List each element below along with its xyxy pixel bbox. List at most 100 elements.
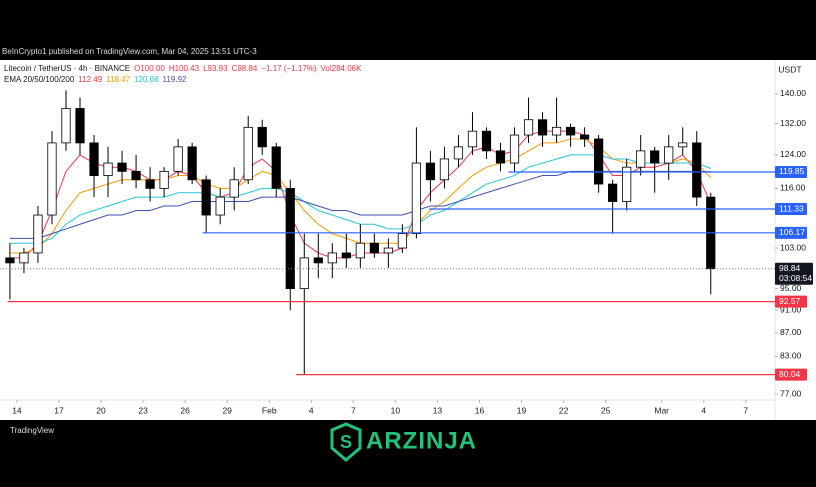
- y-tick-label: 91.00: [780, 304, 802, 314]
- candle-body: [299, 257, 309, 290]
- candle-body: [103, 162, 113, 176]
- candle-body: [215, 196, 225, 216]
- ohlc-value: −1.17 (−1.17%): [261, 64, 317, 73]
- candle-body: [467, 130, 478, 148]
- x-tick-label: 17: [54, 405, 64, 415]
- candle-body: [271, 146, 281, 189]
- candle-body: [622, 166, 632, 202]
- candle-body: [33, 214, 43, 254]
- ohlc-value: O100.00: [134, 64, 165, 73]
- ema-line: [9, 170, 711, 239]
- ohlc-value: Vol284.06K: [320, 64, 362, 73]
- candle-body: [243, 126, 253, 181]
- x-tick-label: 22: [559, 405, 569, 415]
- candle-body: [187, 146, 197, 181]
- candle-body: [19, 252, 29, 264]
- candle-body: [425, 162, 436, 181]
- chart-pane: [0, 60, 816, 420]
- level-label-box: [775, 368, 807, 381]
- candle-body: [131, 170, 141, 181]
- level-label-box: [775, 226, 807, 239]
- candle-body: [397, 233, 407, 249]
- candle-body: [495, 150, 506, 164]
- candle-body: [159, 170, 169, 189]
- svg-text:S: S: [340, 432, 352, 452]
- candle-body: [636, 150, 646, 168]
- candle-body: [61, 108, 71, 144]
- indicator: EMA 20/50/100/200: [4, 75, 75, 84]
- y-tick-label: 77.00: [780, 388, 802, 398]
- y-tick-label: 87.00: [780, 327, 802, 337]
- level-label: 92.57: [779, 296, 801, 306]
- x-tick-label: 7: [351, 405, 356, 415]
- x-tick-label: 14: [12, 405, 22, 415]
- x-tick-label: 23: [138, 405, 148, 415]
- legend-row: Litecoin / TetherUS · 4h · BINANCE O100.0…: [4, 63, 369, 74]
- candle-body: [173, 146, 183, 172]
- candle-body: [650, 150, 660, 164]
- level-label-box: [775, 295, 807, 308]
- x-tick-label: 26: [180, 405, 190, 415]
- candle-body: [678, 142, 688, 148]
- x-tick-label: 4: [701, 405, 706, 415]
- candle-body: [509, 134, 520, 164]
- level-label-box: [775, 165, 807, 178]
- candle-body: [89, 142, 99, 176]
- y-tick-label: 132.00: [780, 118, 806, 128]
- candle-body: [47, 142, 57, 216]
- x-tick-label: 25: [601, 405, 611, 415]
- published-note: BeInCrypto1 published on TradingView.com…: [2, 47, 257, 56]
- x-tick-label: 29: [222, 405, 232, 415]
- candle-body: [5, 257, 15, 264]
- current-price-box: [775, 262, 813, 285]
- candle-body: [439, 158, 450, 181]
- y-tick-label: 124.00: [780, 149, 806, 159]
- ema-value: 118.47: [106, 75, 131, 84]
- y-tick-label: 140.00: [780, 88, 806, 98]
- ohlc: O100.00 H100.43 L93.93 C98.84 −1.17 (−1.17%)…: [134, 64, 365, 73]
- candle-body: [537, 119, 548, 136]
- ohlc-value: L93.93: [203, 64, 228, 73]
- x-tick-label: Mar: [654, 405, 669, 415]
- brand: TradingView: [10, 426, 54, 435]
- currency: USDT: [778, 64, 801, 74]
- x-tick-label: 16: [475, 405, 485, 415]
- candle-body: [383, 247, 393, 254]
- y-tick-label: 103.00: [780, 242, 806, 252]
- x-tick-label: 20: [96, 405, 106, 415]
- level-label-box: [775, 203, 807, 216]
- y-tick-label: 116.00: [780, 183, 806, 193]
- ohlc-value: C98.84: [231, 64, 258, 73]
- candle-body: [257, 126, 267, 148]
- candle-body: [580, 134, 590, 140]
- candle-body: [608, 183, 618, 202]
- candle-body: [411, 162, 422, 235]
- candle-body: [551, 126, 562, 136]
- candle-body: [523, 119, 534, 136]
- candle-body: [145, 179, 155, 189]
- symbol: Litecoin / TetherUS · 4h · BINANCE: [4, 64, 131, 73]
- ema-value: 120.68: [134, 75, 159, 84]
- top-bar: [0, 0, 816, 60]
- level-label: 106.17: [779, 227, 805, 237]
- candle-body: [481, 130, 492, 152]
- candle-body: [355, 242, 365, 259]
- bottom-bar: [0, 420, 816, 487]
- candle-body: [692, 142, 702, 198]
- x-tick-label: 10: [391, 405, 401, 415]
- candle-body: [75, 108, 85, 144]
- candle-body: [117, 162, 127, 172]
- candle-body: [369, 242, 379, 254]
- candle-body: [285, 187, 295, 290]
- candle-body: [565, 126, 576, 136]
- y-tick-label: 83.00: [780, 351, 802, 361]
- candle-body: [229, 179, 239, 198]
- x-tick-label: 4: [309, 405, 314, 415]
- y-tick-label: 95.00: [780, 283, 802, 293]
- legend: Litecoin / TetherUS · 4h · BINANCE O100.0…: [4, 63, 369, 85]
- candle-body: [313, 257, 323, 264]
- logo-icon: S: [330, 422, 362, 462]
- candle-body: [327, 252, 337, 264]
- ema-value: 119.92: [162, 75, 187, 84]
